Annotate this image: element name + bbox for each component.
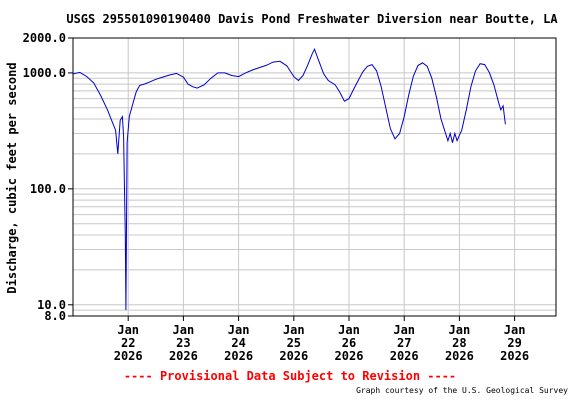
- x-tick-label: Jan: [117, 323, 139, 337]
- x-tick-label: Jan: [393, 323, 415, 337]
- provisional-notice: ---- Provisional Data Subject to Revisio…: [124, 369, 456, 383]
- x-tick-label: 2026: [445, 349, 474, 363]
- x-tick-label: Jan: [338, 323, 360, 337]
- y-tick-label: 2000.0: [23, 31, 66, 45]
- y-tick-label: 1000.0: [23, 66, 66, 80]
- x-tick-label: 2026: [335, 349, 364, 363]
- x-tick-label: 29: [507, 336, 521, 350]
- x-tick-label: Jan: [504, 323, 526, 337]
- x-tick-label: 22: [121, 336, 135, 350]
- chart-title: USGS 295501090190400 Davis Pond Freshwat…: [66, 12, 558, 26]
- x-tick-label: 25: [287, 336, 301, 350]
- x-tick-label: 23: [176, 336, 190, 350]
- y-tick-label: 10.0: [37, 298, 66, 312]
- x-tick-label: Jan: [283, 323, 305, 337]
- discharge-series-line: [72, 47, 506, 311]
- x-tick-label: 2026: [279, 349, 308, 363]
- x-tick-label: 28: [452, 336, 466, 350]
- x-tick-label: 2026: [390, 349, 419, 363]
- y-tick-label: 100.0: [30, 182, 66, 196]
- x-tick-label: 2026: [224, 349, 253, 363]
- x-tick-label: 2026: [169, 349, 198, 363]
- x-tick-label: 2026: [114, 349, 143, 363]
- x-tick-label: Jan: [173, 323, 195, 337]
- usgs-credit: Graph courtesy of the U.S. Geological Su…: [356, 386, 568, 395]
- x-tick-label: 27: [397, 336, 411, 350]
- axis-ticks: 2000.01000.0100.010.08.0Jan222026Jan2320…: [23, 31, 529, 363]
- y-axis-label: Discharge, cubic feet per second: [5, 62, 19, 293]
- x-tick-label: 2026: [500, 349, 529, 363]
- x-tick-label: 24: [231, 336, 245, 350]
- x-tick-label: 26: [342, 336, 356, 350]
- grid: [73, 37, 556, 317]
- plot-frame: [72, 37, 557, 317]
- x-tick-label: Jan: [228, 323, 250, 337]
- x-tick-label: Jan: [449, 323, 471, 337]
- y-tick-label: 8.0: [44, 309, 66, 323]
